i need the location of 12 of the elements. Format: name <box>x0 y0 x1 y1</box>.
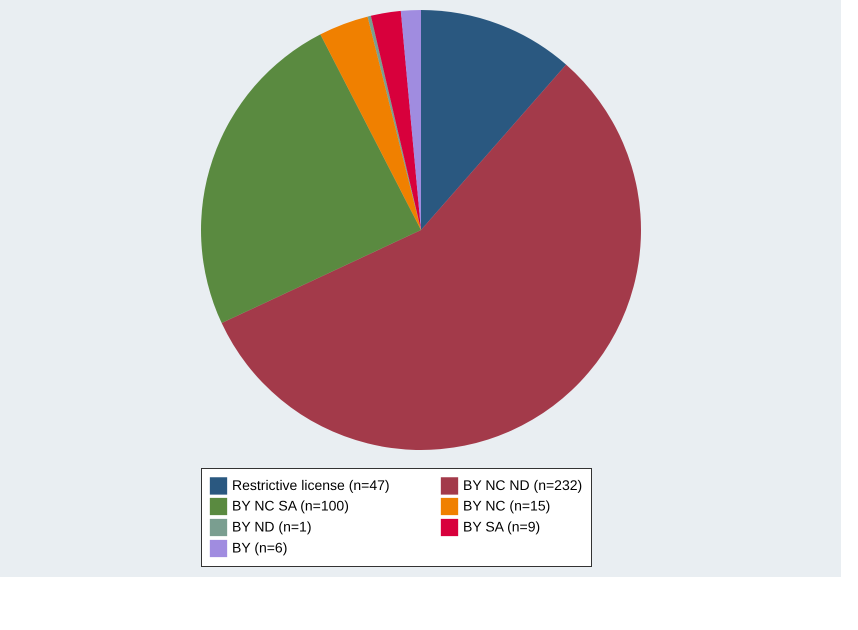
pie-slice <box>400 10 421 230</box>
legend-label: BY NC SA (n=100) <box>232 498 349 514</box>
pie-slice <box>421 10 566 230</box>
legend-label: BY NC ND (n=232) <box>463 476 582 493</box>
pie-slice <box>320 16 421 230</box>
legend-label: BY NC (n=15) <box>463 498 550 514</box>
legend-label: BY SA (n=9) <box>463 518 540 534</box>
legend-label: Restrictive license (n=47) <box>232 476 390 493</box>
legend-label: BY (n=6) <box>232 540 288 556</box>
legend-label: BY ND (n=1) <box>232 518 312 534</box>
pie-slice <box>201 34 421 324</box>
pie-slice <box>222 64 641 450</box>
